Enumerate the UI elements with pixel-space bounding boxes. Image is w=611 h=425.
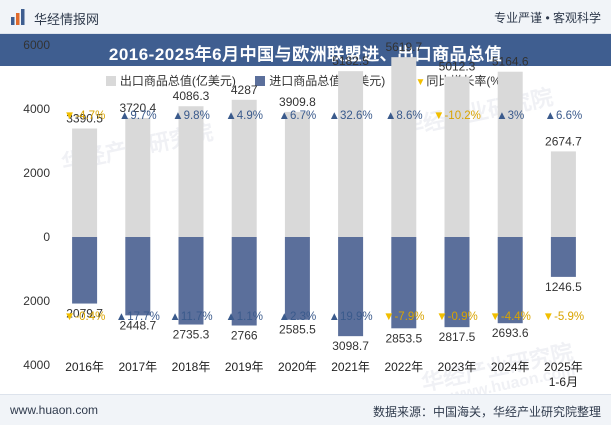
export-value-label: 5164.6 <box>492 55 529 69</box>
export-bar <box>178 106 204 237</box>
import-value-label: 2853.5 <box>385 331 422 345</box>
import-growth-label: ▼-0.9% <box>436 311 477 323</box>
export-value-label: 2674.7 <box>545 134 582 148</box>
export-value-label: 3720.4 <box>119 101 156 115</box>
export-bar <box>125 117 151 237</box>
y-tick-label: 0 <box>43 230 50 244</box>
export-value-label: 5619.7 <box>385 40 422 54</box>
import-growth-label: ▲11.7% <box>169 311 212 323</box>
export-growth-label: ▼-10.2% <box>433 110 481 122</box>
export-growth-label: ▼-4.7% <box>64 110 105 122</box>
export-value-label: 5182.5 <box>332 54 369 68</box>
brand-name: 华经情报网 <box>34 12 100 27</box>
x-tick-label: 2023年 <box>438 360 477 374</box>
import-value-label: 2735.3 <box>173 328 210 342</box>
import-bar <box>444 237 470 328</box>
legend-export: 出口商品总值(亿美元) <box>105 72 236 89</box>
export-bar <box>284 111 310 237</box>
import-bar <box>338 237 364 337</box>
import-value-label: 2817.5 <box>439 330 476 344</box>
export-growth-label: ▲4.9% <box>225 110 263 122</box>
import-value-label: 1246.5 <box>545 280 582 294</box>
import-growth-label: ▼-4.4% <box>489 311 530 323</box>
triangle-down-icon: ▼ <box>415 77 426 88</box>
export-value-label: 3390.5 <box>66 112 103 126</box>
legend-import-swatch <box>255 76 266 86</box>
import-bar <box>391 237 417 329</box>
x-tick-label: 2019年 <box>225 360 264 374</box>
y-tick-label: 6000 <box>23 38 50 52</box>
import-bar <box>497 237 523 324</box>
x-tick-label: 2020年 <box>278 360 317 374</box>
x-tick-label: 2016年 <box>65 360 104 374</box>
chart-canvas: 800060004000200002000400060003390.52079.… <box>23 38 584 389</box>
import-growth-label: ▼-7.9% <box>383 311 424 323</box>
x-tick-label: 2021年 <box>331 360 370 374</box>
export-bar <box>497 71 523 237</box>
x-tick-label: 2018年 <box>172 360 211 374</box>
x-tick-label: 2017年 <box>118 360 157 374</box>
import-bar <box>284 237 310 320</box>
y-tick-label: 4000 <box>23 358 50 372</box>
export-growth-label: ▲9.7% <box>119 110 157 122</box>
y-tick-label: 4000 <box>23 102 50 116</box>
export-value-label: 4287 <box>231 83 258 97</box>
brand-slogan: 专业严谨 • 客观科学 <box>494 11 601 25</box>
export-value-label: 4086.3 <box>173 89 210 103</box>
import-growth-label: ▲2.3% <box>279 311 317 323</box>
export-value-label: 3909.8 <box>279 95 316 109</box>
legend-export-label: 出口商品总值(亿美元) <box>119 74 236 88</box>
x-tick-label: 2022年 <box>384 360 423 374</box>
export-bar <box>338 71 364 237</box>
footer-site: www.huaon.com <box>10 403 99 417</box>
import-growth-label: ▼-5.9% <box>543 311 584 323</box>
export-bar <box>444 76 470 237</box>
export-bar <box>231 99 257 237</box>
import-value-label: 2693.6 <box>492 326 529 340</box>
import-growth-label: ▲17.7% <box>116 311 160 323</box>
import-value-label: 2448.7 <box>119 318 156 332</box>
export-growth-label: ▲32.6% <box>329 110 373 122</box>
footer-bar: www.huaon.com 数据来源：中国海关，华经产业研究院整理 <box>0 394 611 425</box>
import-value-label: 2766 <box>231 329 258 343</box>
legend-export-swatch <box>105 76 116 86</box>
import-bar <box>178 237 204 325</box>
export-bar <box>550 151 576 237</box>
import-bar <box>550 237 576 277</box>
import-value-label: 3098.7 <box>332 339 369 353</box>
footer-source: 数据来源：中国海关，华经产业研究院整理 <box>372 405 601 419</box>
export-value-label: 5012.3 <box>439 60 476 74</box>
export-growth-label: ▲6.7% <box>279 110 317 122</box>
export-bar <box>72 128 98 237</box>
export-bar <box>391 57 417 237</box>
export-growth-label: ▲8.6% <box>385 110 423 122</box>
export-growth-label: ▲9.8% <box>172 110 210 122</box>
y-tick-label: 2000 <box>23 166 50 180</box>
import-growth-label: ▲1.1% <box>225 311 263 323</box>
import-value-label: 2585.5 <box>279 323 316 337</box>
x-tick-label: 2025年 <box>544 360 583 374</box>
import-growth-label: ▼-0.4% <box>64 311 105 323</box>
x-tick-label: 2024年 <box>491 360 530 374</box>
import-bar <box>72 237 98 304</box>
brand-logo-icon <box>11 9 25 25</box>
import-bar <box>231 237 257 326</box>
import-bar <box>125 237 151 316</box>
y-tick-label: 2000 <box>23 294 50 308</box>
import-growth-label: ▲19.9% <box>329 311 373 323</box>
export-growth-label: ▲3% <box>496 110 524 122</box>
top-bar: 华经情报网 专业严谨 • 客观科学 <box>0 0 611 34</box>
x-tick-label: 1-6月 <box>549 375 578 389</box>
export-growth-label: ▲6.6% <box>545 110 583 122</box>
import-value-label: 2079.7 <box>66 307 103 321</box>
